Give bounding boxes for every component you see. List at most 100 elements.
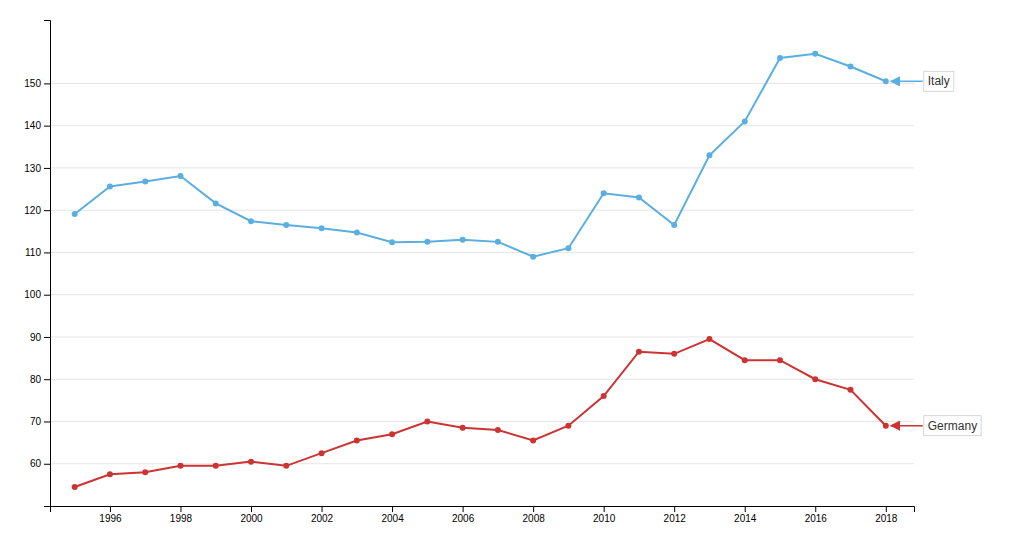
series-points <box>72 336 889 490</box>
tick-label: 2010 <box>593 513 616 524</box>
point <box>636 194 642 200</box>
axis-line <box>44 21 51 507</box>
point <box>72 484 78 490</box>
grid-line <box>50 294 914 295</box>
tick: 120 <box>24 205 50 216</box>
tick-mark <box>745 506 746 512</box>
tick-label: 80 <box>30 374 42 385</box>
point <box>424 239 430 245</box>
y-axis: 60708090100110120130140150 <box>24 21 50 507</box>
grid <box>50 83 914 463</box>
point <box>248 218 254 224</box>
tick: 2010 <box>593 506 616 524</box>
annotation-box <box>924 71 954 91</box>
point <box>283 222 289 228</box>
tick: 100 <box>24 289 50 300</box>
tick: 2004 <box>381 506 404 524</box>
tick-label: 120 <box>24 205 41 216</box>
point <box>177 173 183 179</box>
point <box>389 431 395 437</box>
tick-label: 2014 <box>734 513 757 524</box>
series-line <box>75 339 886 487</box>
tick-label: 70 <box>30 416 42 427</box>
point <box>671 222 677 228</box>
tick-mark <box>44 337 50 338</box>
tick-label: 2008 <box>523 513 546 524</box>
tick-label: 130 <box>24 163 41 174</box>
tick: 1998 <box>170 506 193 524</box>
tick-label: 150 <box>24 78 41 89</box>
grid-line <box>50 125 914 126</box>
annotation: Italy <box>891 71 954 91</box>
tick-mark <box>815 506 816 512</box>
tick-mark <box>251 506 252 512</box>
tick-label: 110 <box>25 247 41 258</box>
tick-mark <box>180 506 181 512</box>
tick: 70 <box>30 416 50 427</box>
tick-label: 2002 <box>311 513 334 524</box>
point <box>883 423 889 429</box>
tick: 130 <box>24 163 50 174</box>
point <box>812 376 818 382</box>
point <box>354 437 360 443</box>
tick: 2018 <box>875 506 898 524</box>
point <box>107 184 113 190</box>
tick-mark <box>886 506 887 512</box>
grid-line <box>50 336 914 337</box>
tick-mark <box>604 506 605 512</box>
tick-mark <box>533 506 534 512</box>
annotation-arrow <box>891 81 923 83</box>
point <box>565 245 571 251</box>
point <box>319 450 325 456</box>
tick-mark <box>674 506 675 512</box>
tick-label: 1998 <box>170 513 193 524</box>
point <box>177 463 183 469</box>
point <box>777 55 783 61</box>
point <box>142 469 148 475</box>
tick-mark <box>44 252 50 253</box>
tick-label: 1996 <box>99 513 122 524</box>
tick-mark <box>44 379 50 380</box>
tick-label: 2006 <box>452 513 475 524</box>
data <box>72 51 889 490</box>
tick: 150 <box>24 78 50 89</box>
point <box>213 200 219 206</box>
point <box>777 357 783 363</box>
point <box>530 254 536 260</box>
axis-line <box>51 507 915 513</box>
tick-mark <box>44 83 50 84</box>
chart: 1996199820002002200420062008201020122014… <box>0 0 1024 538</box>
grid-line <box>50 379 914 380</box>
tick: 1996 <box>99 506 122 524</box>
tick-label: 100 <box>24 289 41 300</box>
tick-mark <box>44 464 50 465</box>
tick-label: 90 <box>30 332 42 343</box>
point <box>883 78 889 84</box>
annotation-label: Germany <box>928 419 977 433</box>
point <box>530 437 536 443</box>
tick-mark <box>44 126 50 127</box>
annotation-box <box>924 416 981 436</box>
tick: 2012 <box>664 506 687 524</box>
tick-mark <box>110 506 111 512</box>
annotations: Italy Germany <box>891 71 981 435</box>
point <box>460 425 466 431</box>
tick-mark <box>44 295 50 296</box>
point <box>742 118 748 124</box>
point <box>636 349 642 355</box>
point <box>495 427 501 433</box>
point <box>601 190 607 196</box>
tick-label: 2018 <box>875 513 898 524</box>
tick: 60 <box>30 458 50 469</box>
series-line <box>75 54 886 257</box>
point <box>706 152 712 158</box>
tick: 90 <box>30 332 50 343</box>
tick: 2006 <box>452 506 475 524</box>
annotation-label: Italy <box>928 74 950 88</box>
tick-label: 2004 <box>381 513 404 524</box>
tick-mark <box>44 210 50 211</box>
tick: 2008 <box>523 506 546 524</box>
point <box>671 351 677 357</box>
point <box>283 463 289 469</box>
grid-line <box>50 210 914 211</box>
